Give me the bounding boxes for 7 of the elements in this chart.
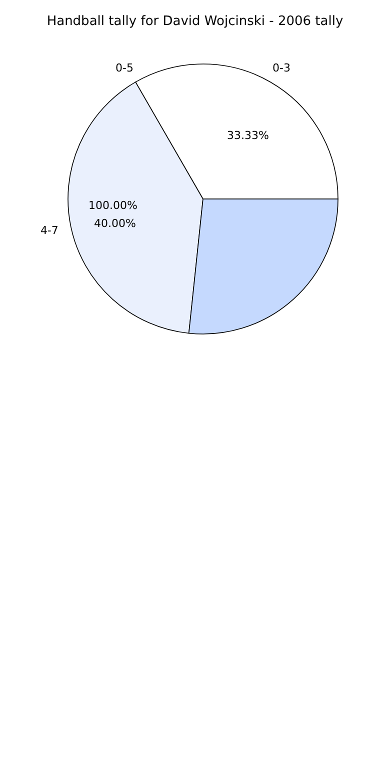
- slice-label: 0-3: [272, 62, 290, 75]
- text: 40.00%: [93, 216, 137, 232]
- text: 100.00%: [88, 198, 138, 214]
- text: 33.33%: [226, 128, 270, 144]
- category-label: 0-5: [116, 62, 134, 75]
- slice-label: 4-7: [40, 224, 58, 237]
- chart-title: Handball tally for David Wojcinski - 2006 tally: [46, 14, 344, 29]
